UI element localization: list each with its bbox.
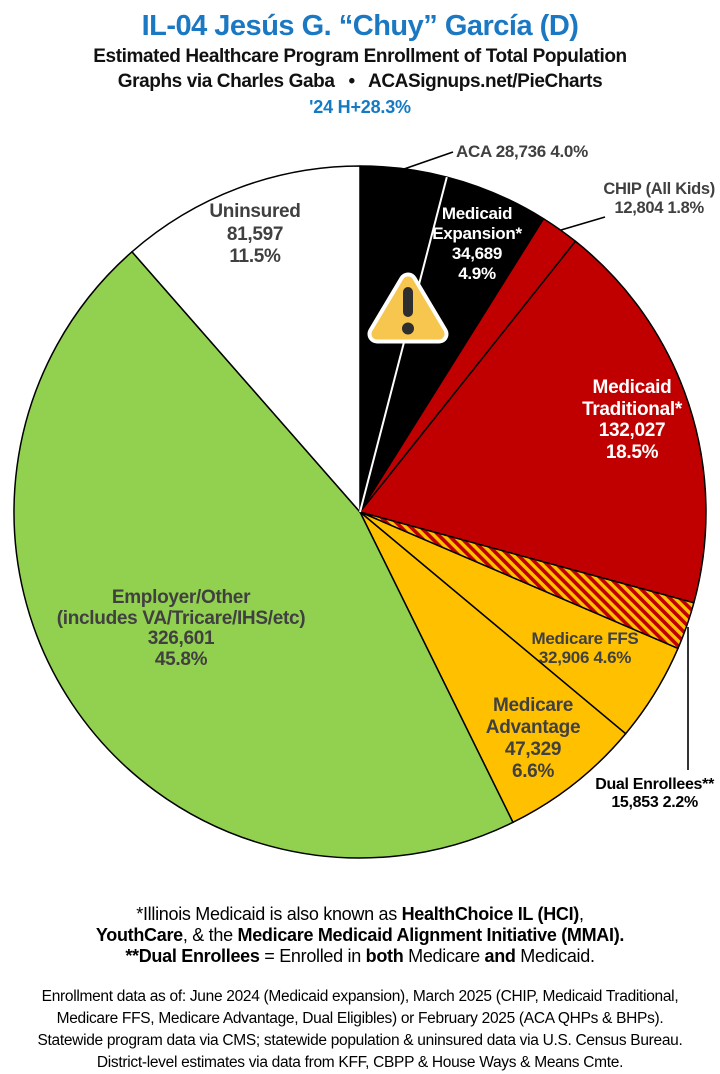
footnote-line: *Illinois Medicaid is also known as Heal… [136,904,584,924]
label-line: 34,689 [451,244,503,263]
source-line: Medicare FFS, Medicare Advantage, Dual E… [56,1010,664,1027]
warning-icon [367,272,449,344]
pie-slice-medicaid-traditional [359,240,707,604]
footnote-line: **Dual Enrollees = Enrolled in both Medi… [125,946,595,966]
label-line: 45.8% [154,648,208,670]
slice-label-uninsured: Uninsured 81,597 11.5% [185,201,325,269]
pie-slice-uninsured [131,165,361,513]
slice-label-chip: CHIP (All Kids) 12,804 1.8% [603,180,715,218]
label-line: 4.9% [458,264,496,283]
label-line: 18.5% [605,441,659,463]
header: IL-04 Jesús G. “Chuy” García (D) Estimat… [0,0,720,118]
label-line: ACA 28,736 4.0% [456,142,588,161]
slice-label-medicaid-traditional: Medicaid Traditional* 132,027 18.5% [552,377,712,463]
label-line: 81,597 [226,223,284,245]
page-title: IL-04 Jesús G. “Chuy” García (D) [141,10,579,42]
source-line: Enrollment data as of: June 2024 (Medica… [41,988,679,1005]
label-line: Expansion* [432,224,522,243]
pie-slices [13,165,707,859]
label-line: Dual Enrollees** [595,776,714,793]
label-line: Advantage [485,717,581,738]
label-line: 32,906 4.6% [538,648,632,667]
label-line: Employer/Other [111,587,251,608]
label-line: (includes VA/Tricare/IHS/etc) [56,607,306,629]
label-line: 47,329 [504,739,562,760]
aca-callout-line [403,151,454,170]
data-sources: Enrollment data as of: June 2024 (Medica… [0,986,720,1074]
label-line: Medicare [493,695,573,716]
source-line: District-level estimates via data from K… [96,1054,624,1071]
slice-label-medicaid-expansion: Medicaid Expansion* 34,689 4.9% [407,204,547,284]
label-line: 132,027 [598,420,666,441]
slice-label-medicare-ffs: Medicare FFS 32,906 4.6% [490,629,680,667]
label-line: Medicaid [441,204,513,223]
label-line: Uninsured [209,201,301,222]
footnotes: *Illinois Medicaid is also known as Heal… [0,904,720,967]
label-line: 12,804 1.8% [614,199,705,217]
subtitle-line2: Graphs via Charles Gaba • ACASignups.net… [117,71,603,92]
label-line: Traditional* [582,398,682,420]
enrollment-change-annotation: '24 H+28.3% [309,97,411,117]
label-line: 6.6% [511,761,555,782]
pie-slice-employer-other [13,251,514,859]
slice-label-medicare-advantage: Medicare Advantage 47,329 6.6% [448,695,618,783]
label-line: Medicare FFS [531,629,639,648]
pie-slice-medicare-advantage [359,511,627,824]
chip-callout-line [560,216,606,231]
slice-label-dual-enrollees: Dual Enrollees** 15,853 2.2% [595,776,714,812]
slice-label-aca: ACA 28,736 4.0% [456,142,588,162]
label-line: Medicaid [592,377,672,398]
aca-expansion-separator-line [359,176,448,513]
subtitle-line1: Estimated Healthcare Program Enrollment … [93,46,627,67]
footnote-line: YouthCare, & the Medicare Medicaid Align… [95,925,625,945]
label-line: CHIP (All Kids) [603,180,715,198]
slice-label-employer-other: Employer/Other (includes VA/Tricare/IHS/… [41,587,321,670]
source-line: Statewide program data via CMS; statewid… [37,1032,683,1049]
label-line: 11.5% [229,246,281,267]
label-line: 15,853 2.2% [611,794,698,811]
label-line: 326,601 [147,628,215,649]
